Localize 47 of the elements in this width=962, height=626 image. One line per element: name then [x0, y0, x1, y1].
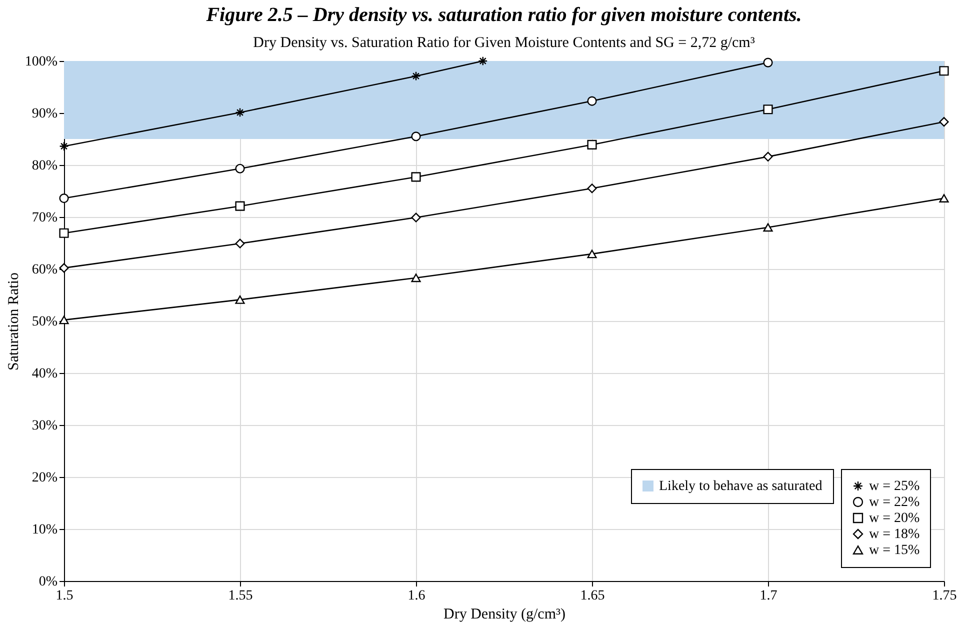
- point: [587, 250, 597, 258]
- point: [411, 172, 421, 182]
- point: [763, 58, 773, 68]
- point: [411, 71, 421, 81]
- y-tick-label: 30%: [32, 418, 58, 434]
- y-axis-title: Saturation Ratio: [6, 272, 22, 370]
- point: [235, 108, 245, 118]
- point: [939, 194, 949, 203]
- point: [763, 104, 773, 114]
- legend-label: w = 20%: [869, 511, 920, 526]
- x-tick-label: 1.65: [580, 588, 605, 604]
- point: [763, 223, 773, 232]
- y-tick-label: 90%: [32, 106, 58, 122]
- legend-label: Likely to behave as saturated: [659, 479, 822, 494]
- x-tick-label: 1.6: [408, 588, 426, 604]
- point: [939, 66, 949, 76]
- point: [235, 295, 245, 304]
- x-axis-title: Dry Density (g/cm³): [444, 606, 566, 622]
- y-tick-label: 10%: [32, 522, 58, 538]
- point: [59, 228, 69, 238]
- x-tick-label: 1.75: [932, 588, 957, 604]
- chart-title: Figure 2.5 – Dry density vs. saturation ratio for given moisture contents.: [205, 4, 802, 26]
- point: [235, 201, 245, 211]
- point: [478, 56, 488, 66]
- legend-label: w = 15%: [869, 543, 920, 558]
- y-tick-label: 70%: [32, 210, 58, 226]
- x-tick-label: 1.7: [760, 588, 778, 604]
- x-tick-label: 1.5: [56, 588, 74, 604]
- y-tick-label: 20%: [32, 470, 58, 486]
- point: [59, 141, 69, 152]
- point: [587, 140, 597, 150]
- x-tick-label: 1.55: [228, 588, 253, 604]
- y-tick-label: 60%: [32, 262, 58, 278]
- legend-label: w = 22%: [869, 495, 920, 510]
- y-tick-label: 80%: [32, 158, 58, 174]
- y-tick-label: 0%: [38, 574, 58, 590]
- legend-label: w = 18%: [869, 527, 920, 542]
- point: [587, 96, 597, 106]
- point: [939, 117, 949, 127]
- legend-label: w = 25%: [869, 479, 920, 494]
- y-tick-label: 40%: [32, 366, 58, 382]
- point: [411, 274, 421, 282]
- point: [411, 132, 421, 142]
- chart-subtitle: Dry Density vs. Saturation Ratio for Given Moisture Contents and SG = 2,72 g/cm³: [253, 35, 756, 51]
- y-tick-label: 100%: [24, 54, 58, 70]
- y-tick-label: 50%: [32, 314, 58, 330]
- point: [235, 164, 245, 174]
